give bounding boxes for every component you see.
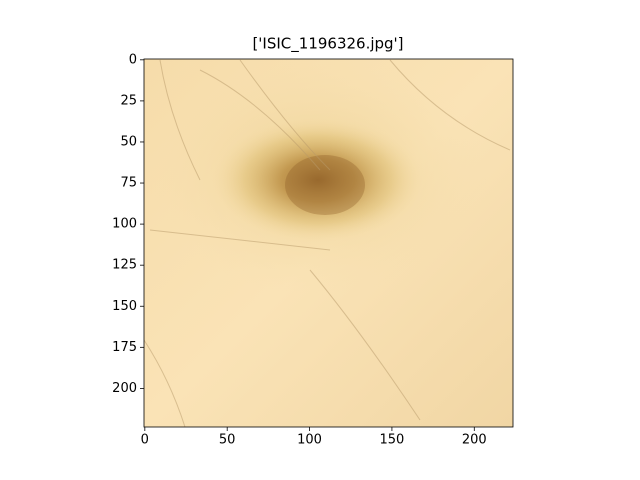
- y-tick-label: 50: [120, 134, 137, 149]
- x-tick-label: 200: [462, 433, 487, 448]
- x-tick-label: 50: [219, 433, 236, 448]
- y-tick-label: 0: [129, 52, 137, 67]
- x-tick-label: 150: [380, 433, 405, 448]
- y-tick-label: 150: [112, 299, 137, 314]
- y-tick-label: 125: [112, 258, 137, 273]
- y-tick-label: 200: [112, 381, 137, 396]
- y-tick-label: 75: [120, 176, 137, 191]
- y-tick-label: 175: [112, 340, 137, 355]
- x-tick-label: 100: [297, 433, 322, 448]
- y-tick-label: 100: [112, 217, 137, 232]
- image: [144, 59, 513, 427]
- chart-title: ['ISIC_1196326.jpg']: [252, 35, 403, 54]
- x-tick-label: 0: [141, 433, 149, 448]
- y-tick-label: 25: [120, 93, 137, 108]
- axes-frame: [143, 58, 514, 428]
